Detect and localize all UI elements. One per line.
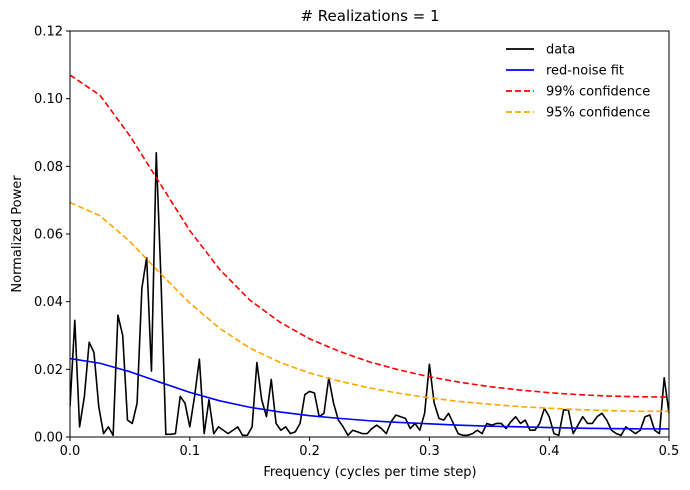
- x-tick-label: 0.1: [179, 444, 200, 459]
- y-tick-label: 0.02: [34, 363, 63, 378]
- y-tick-label: 0.12: [34, 25, 63, 40]
- series-line-95-confidence: [70, 201, 669, 413]
- x-axis-label: Frequency (cycles per time step): [263, 465, 476, 480]
- x-tick-label: 0.5: [659, 444, 680, 459]
- series-line-red-noise-fit: [70, 357, 669, 430]
- x-tick-label: 0.3: [419, 444, 440, 459]
- y-axis-label: Normalized Power: [10, 175, 25, 293]
- x-axis: 0.0 0.1 0.2 0.3 0.4 0.5: [60, 437, 680, 459]
- y-tick-label: 0.08: [34, 160, 63, 175]
- x-tick-label: 0.2: [299, 444, 320, 459]
- series-layer: [70, 74, 669, 437]
- legend-label: red-noise fit: [546, 64, 624, 79]
- legend-label: data: [546, 43, 575, 58]
- legend: data red-noise fit 99% confidence 95% confi…: [506, 43, 650, 121]
- legend-label: 95% confidence: [546, 106, 650, 121]
- series-line-99-confidence: [70, 74, 669, 398]
- legend-label: 99% confidence: [546, 85, 650, 100]
- x-tick-label: 0.4: [539, 444, 560, 459]
- y-tick-label: 0.10: [34, 92, 63, 107]
- y-tick-label: 0.00: [34, 431, 63, 446]
- y-axis: 0.00 0.02 0.04 0.06 0.08 0.10 0.12: [34, 25, 70, 446]
- series-line-data: [70, 152, 669, 437]
- x-tick-label: 0.0: [60, 444, 81, 459]
- chart-title: # Realizations = 1: [300, 7, 439, 25]
- y-tick-label: 0.04: [34, 295, 63, 310]
- y-tick-label: 0.06: [34, 228, 63, 243]
